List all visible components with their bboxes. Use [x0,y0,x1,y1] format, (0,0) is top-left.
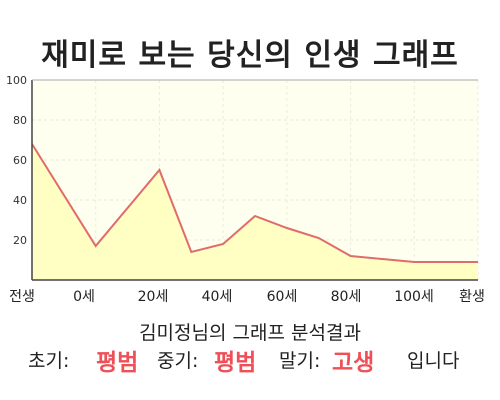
early-value: 평범 [96,350,139,376]
analysis-subtitle: 김미정님의 그래프 분석결과 [139,322,361,344]
y-tick-label: 80 [13,114,27,127]
x-tick-label: 80세 [331,289,362,305]
late-label: 말기: [279,350,321,372]
chart-title: 재미로 보는 당신의 인생 그래프 [41,38,459,73]
late-value: 고생 [332,350,375,376]
x-tick-label: 전생 [9,289,35,305]
x-tick-label: 환생 [459,289,485,305]
life-line-series [31,143,478,263]
ending-text: 입니다 [407,350,460,372]
middle-label: 중기: [157,350,199,372]
early-label: 초기: [28,350,70,372]
middle-value: 평범 [214,350,257,376]
y-tick-label: 100 [6,74,27,87]
y-tick-label: 60 [13,154,27,167]
x-tick-labels: 전생 0세 20세 40세 60세 80세 100세 환생 [9,289,485,305]
x-tick-label: 100세 [394,289,434,305]
x-tick-label: 40세 [202,289,233,305]
y-tick-labels: 20 40 60 80 100 [6,74,27,247]
y-tick-label: 20 [13,234,27,247]
analysis-result-line: 초기: 평범 중기: 평범 말기: 고생 입니다 [0,346,500,382]
x-tick-label: 60세 [267,289,298,305]
life-area-fill [32,144,478,280]
x-tick-label: 20세 [138,289,169,305]
x-tick-label: 0세 [73,289,95,305]
y-tick-label: 40 [13,194,27,207]
